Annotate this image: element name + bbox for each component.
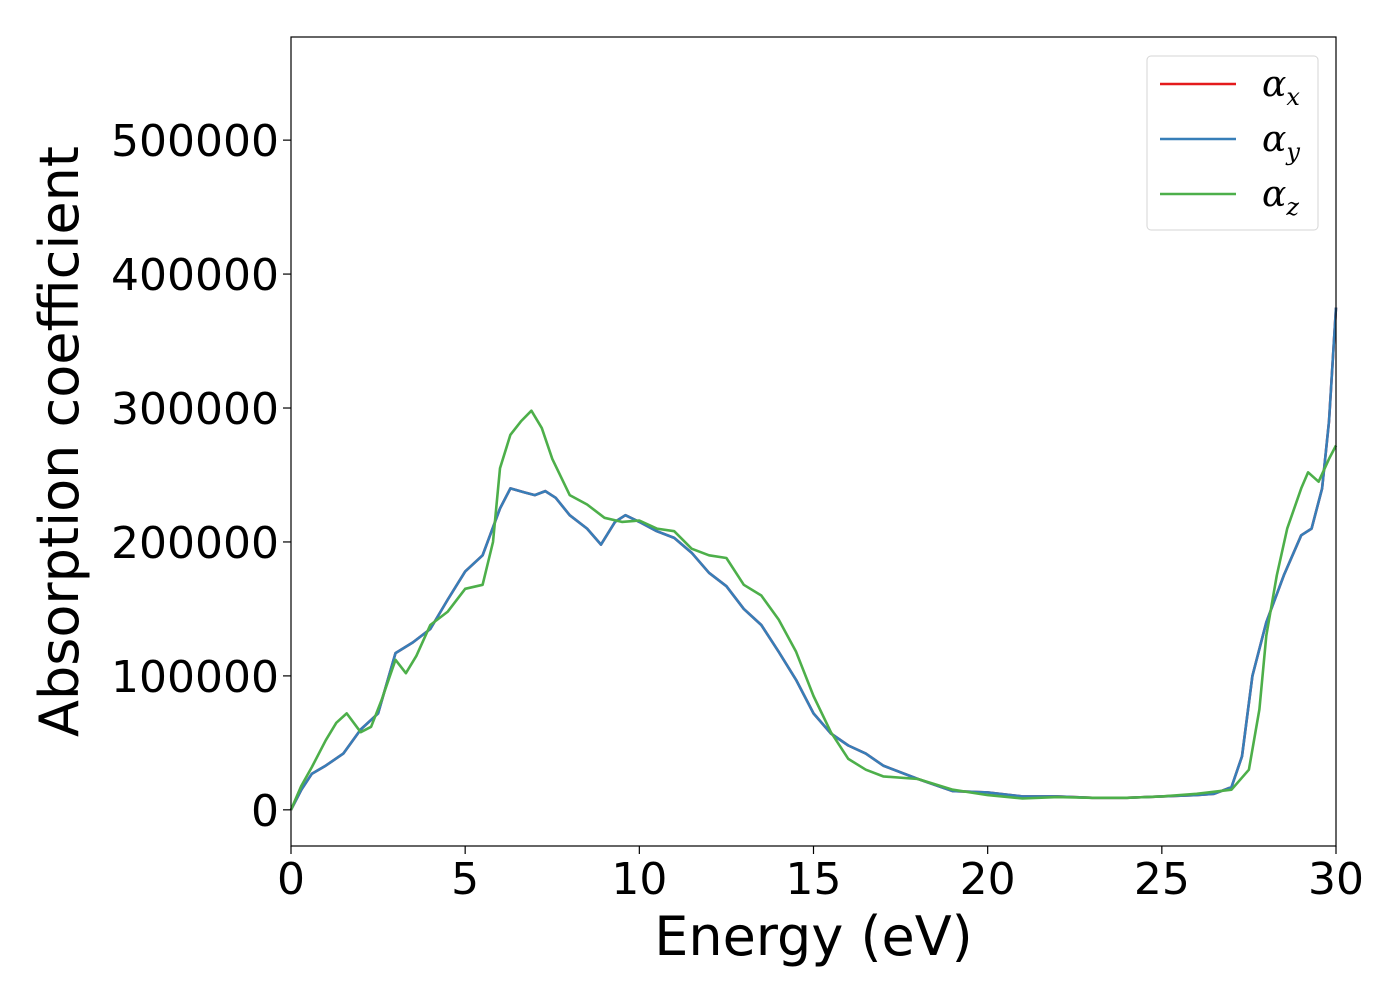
y-tick-label: 0 xyxy=(251,786,279,837)
x-tick-label: 30 xyxy=(1308,854,1364,905)
x-axis-title: Energy (eV) xyxy=(654,905,973,968)
y-tick-label: 500000 xyxy=(111,116,279,167)
series-line-z xyxy=(289,409,1338,811)
y-tick-label: 100000 xyxy=(111,652,279,703)
x-tick-label: 0 xyxy=(277,854,305,905)
legend-box xyxy=(1146,55,1319,231)
series-layer xyxy=(289,307,1338,811)
legend: αx αy αz xyxy=(1146,55,1319,231)
y-tick-label: 300000 xyxy=(111,384,279,435)
y-tick-label: 200000 xyxy=(111,518,279,569)
x-axis-ticks: 0 5 10 15 20 25 30 xyxy=(277,846,1364,905)
x-tick-label: 20 xyxy=(960,854,1016,905)
series-line-y xyxy=(289,307,1338,811)
legend-label-x: αx xyxy=(1262,64,1300,111)
legend-label-y: αy xyxy=(1262,119,1300,166)
x-tick-label: 15 xyxy=(786,854,842,905)
y-axis-title: Absorption coefficient xyxy=(28,146,91,737)
series-line-x xyxy=(289,307,1338,811)
y-axis-ticks: 0 100000 200000 300000 400000 500000 xyxy=(111,116,291,837)
legend-label-z: αz xyxy=(1262,174,1299,221)
y-tick-label: 400000 xyxy=(111,250,279,301)
x-tick-label: 25 xyxy=(1134,854,1190,905)
x-tick-label: 5 xyxy=(451,854,479,905)
x-tick-label: 10 xyxy=(611,854,667,905)
